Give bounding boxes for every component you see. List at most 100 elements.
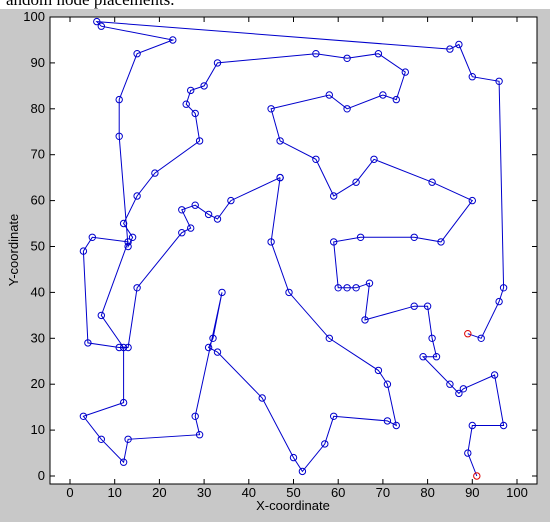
node-marker xyxy=(182,100,190,108)
node-marker xyxy=(213,59,222,67)
node-marker xyxy=(124,343,132,352)
node-marker xyxy=(204,210,213,219)
x-tick-label: 0 xyxy=(66,485,73,500)
node-marker xyxy=(195,431,204,439)
y-tick-label: 30 xyxy=(31,330,45,345)
node-marker xyxy=(119,343,128,352)
x-tick-label: 40 xyxy=(242,485,256,500)
node-marker xyxy=(258,394,266,402)
node-marker xyxy=(352,178,360,186)
node-marker xyxy=(499,421,508,430)
node-marker xyxy=(374,50,383,58)
node-marker xyxy=(178,229,186,237)
node-marker xyxy=(490,371,499,379)
node-marker xyxy=(289,453,298,462)
node-marker xyxy=(419,353,427,361)
node-marker xyxy=(432,353,441,361)
x-tick-label: 80 xyxy=(420,485,434,500)
node-marker xyxy=(343,54,351,62)
node-marker xyxy=(178,206,186,214)
node-marker xyxy=(312,50,320,58)
node-marker xyxy=(330,412,338,420)
y-tick-label: 10 xyxy=(31,422,45,437)
node-marker xyxy=(187,86,195,95)
node-marker xyxy=(133,284,141,292)
node-marker xyxy=(392,95,400,104)
node-marker xyxy=(213,215,222,223)
x-tick-label: 70 xyxy=(376,485,390,500)
node-marker xyxy=(437,238,445,246)
node-marker xyxy=(84,339,92,347)
node-marker xyxy=(356,233,365,242)
node-marker xyxy=(191,201,199,209)
node-marker xyxy=(330,192,338,200)
node-marker xyxy=(79,247,88,255)
node-marker xyxy=(423,302,432,310)
y-tick-label: 0 xyxy=(38,468,45,483)
node-marker xyxy=(495,297,503,306)
node-marker xyxy=(455,389,463,398)
node-marker xyxy=(285,288,293,297)
node-marker xyxy=(187,224,195,232)
node-marker xyxy=(133,50,141,58)
node-marker xyxy=(499,284,508,292)
node-marker xyxy=(468,196,476,205)
node-marker xyxy=(330,238,338,246)
node-marker xyxy=(446,45,454,53)
node-marker xyxy=(191,109,199,118)
node-marker xyxy=(343,284,351,292)
x-tick-label: 90 xyxy=(465,485,479,500)
x-tick-label: 100 xyxy=(506,485,528,500)
tour-line-1 xyxy=(95,20,505,477)
node-marker xyxy=(119,458,128,466)
x-tick-label: 30 xyxy=(197,485,211,500)
node-marker xyxy=(401,68,409,76)
depot-node-marker xyxy=(473,472,481,480)
node-marker xyxy=(464,449,472,457)
node-marker xyxy=(128,233,137,242)
node-marker xyxy=(374,366,383,375)
node-marker xyxy=(200,82,208,90)
depot-node-marker xyxy=(464,330,472,338)
node-marker xyxy=(119,398,128,407)
node-marker xyxy=(383,380,392,388)
node-marker xyxy=(459,385,468,393)
node-marker xyxy=(477,334,485,342)
y-tick-label: 20 xyxy=(31,376,45,391)
y-tick-label: 40 xyxy=(31,284,45,299)
node-marker xyxy=(321,440,329,448)
node-marker xyxy=(119,219,128,228)
node-marker xyxy=(365,279,374,287)
node-marker xyxy=(334,284,342,292)
node-marker xyxy=(325,91,333,99)
node-marker xyxy=(312,155,320,164)
node-marker xyxy=(267,238,275,246)
node-marker xyxy=(88,233,97,242)
node-marker xyxy=(133,192,141,200)
y-tick-label: 70 xyxy=(31,147,45,162)
node-marker xyxy=(218,288,226,297)
node-marker xyxy=(495,77,503,86)
node-marker xyxy=(325,334,333,342)
node-marker xyxy=(191,412,199,420)
node-marker xyxy=(446,380,454,388)
node-marker xyxy=(97,311,106,320)
node-marker xyxy=(392,421,400,430)
node-marker xyxy=(97,22,106,30)
node-marker xyxy=(383,417,392,425)
x-axis-label: X-coordinate xyxy=(256,498,330,513)
node-marker xyxy=(93,17,101,26)
node-marker xyxy=(267,105,275,113)
node-marker xyxy=(379,91,387,99)
node-marker xyxy=(361,316,369,324)
x-tick-label: 20 xyxy=(152,485,166,500)
node-marker xyxy=(124,435,132,443)
node-marker xyxy=(352,284,360,292)
figure-caption: andom node placements. xyxy=(0,0,550,9)
node-marker xyxy=(410,233,418,242)
node-marker xyxy=(97,435,106,443)
node-marker xyxy=(115,132,123,141)
y-tick-label: 100 xyxy=(23,9,45,24)
node-marker xyxy=(370,155,378,164)
